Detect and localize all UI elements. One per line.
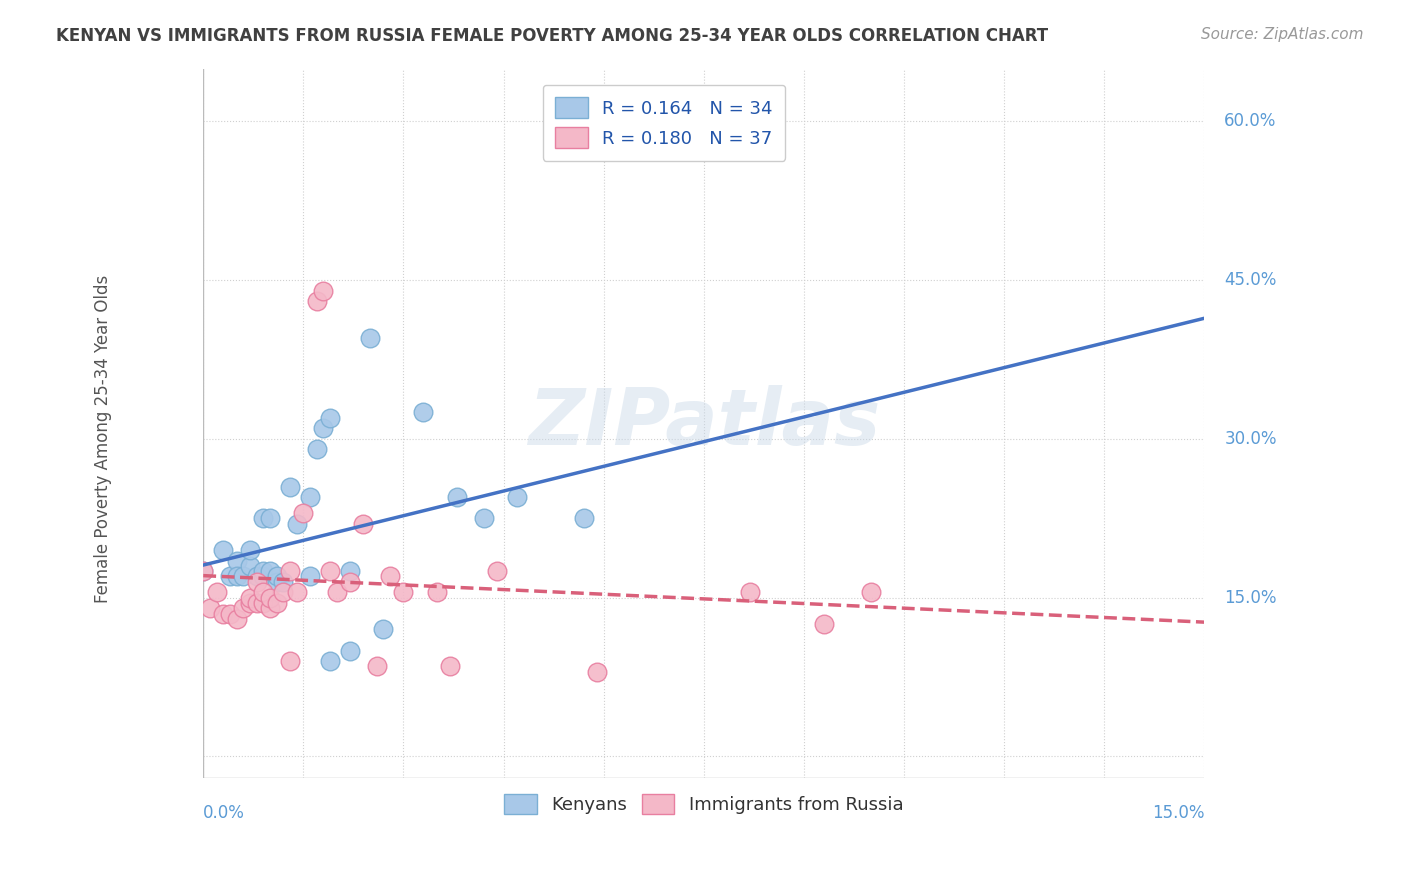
Point — [278, 654, 301, 668]
Point — [339, 574, 361, 589]
Point — [252, 569, 274, 583]
Point — [239, 558, 262, 573]
Point — [246, 596, 269, 610]
Point — [273, 574, 295, 589]
Point — [212, 607, 235, 621]
Point — [506, 490, 529, 504]
Point — [373, 623, 395, 637]
Text: KENYAN VS IMMIGRANTS FROM RUSSIA FEMALE POVERTY AMONG 25-34 YEAR OLDS CORRELATIO: KENYAN VS IMMIGRANTS FROM RUSSIA FEMALE … — [56, 27, 1049, 45]
Point — [426, 585, 449, 599]
Point — [225, 612, 247, 626]
Point — [278, 479, 301, 493]
Point — [225, 569, 247, 583]
Point — [252, 511, 274, 525]
Point — [225, 553, 247, 567]
Point — [740, 585, 762, 599]
Point — [392, 585, 415, 599]
Point — [859, 585, 882, 599]
Point — [366, 659, 388, 673]
Text: 15.0%: 15.0% — [1225, 589, 1277, 607]
Point — [312, 421, 335, 435]
Point — [252, 585, 274, 599]
Point — [439, 659, 461, 673]
Point — [239, 596, 262, 610]
Point — [193, 564, 215, 578]
Point — [319, 410, 342, 425]
Point — [412, 405, 434, 419]
Point — [352, 516, 374, 531]
Point — [299, 490, 322, 504]
Point — [339, 564, 361, 578]
Point — [319, 654, 342, 668]
Point — [259, 591, 281, 605]
Text: Female Poverty Among 25-34 Year Olds: Female Poverty Among 25-34 Year Olds — [94, 275, 112, 603]
Text: ZIPatlas: ZIPatlas — [527, 385, 880, 461]
Point — [278, 564, 301, 578]
Point — [285, 585, 308, 599]
Point — [472, 511, 495, 525]
Point — [325, 585, 347, 599]
Point — [232, 569, 254, 583]
Point — [339, 643, 361, 657]
Point — [305, 294, 328, 309]
Point — [246, 569, 269, 583]
Point — [232, 601, 254, 615]
Point — [312, 284, 335, 298]
Point — [586, 665, 609, 679]
Point — [446, 490, 468, 504]
Point — [252, 564, 274, 578]
Text: 0.0%: 0.0% — [204, 804, 245, 822]
Point — [246, 574, 269, 589]
Point — [252, 596, 274, 610]
Text: Source: ZipAtlas.com: Source: ZipAtlas.com — [1201, 27, 1364, 42]
Point — [378, 569, 401, 583]
Point — [198, 601, 221, 615]
Point — [219, 607, 242, 621]
Point — [239, 591, 262, 605]
Point — [239, 543, 262, 558]
Point — [299, 569, 322, 583]
Point — [485, 564, 508, 578]
Point — [273, 585, 295, 599]
Point — [219, 569, 242, 583]
Point — [212, 543, 235, 558]
Point — [266, 569, 288, 583]
Text: 15.0%: 15.0% — [1152, 804, 1204, 822]
Point — [193, 564, 215, 578]
Point — [292, 506, 315, 520]
Point — [305, 442, 328, 457]
Point — [572, 511, 595, 525]
Point — [319, 564, 342, 578]
Point — [285, 516, 308, 531]
Legend: Kenyans, Immigrants from Russia: Kenyans, Immigrants from Russia — [494, 783, 914, 825]
Point — [266, 596, 288, 610]
Point — [259, 511, 281, 525]
Point — [259, 564, 281, 578]
Text: 60.0%: 60.0% — [1225, 112, 1277, 130]
Text: 30.0%: 30.0% — [1225, 430, 1277, 448]
Point — [205, 585, 228, 599]
Point — [813, 617, 835, 632]
Point — [259, 601, 281, 615]
Point — [266, 574, 288, 589]
Text: 45.0%: 45.0% — [1225, 271, 1277, 289]
Point — [359, 331, 381, 345]
